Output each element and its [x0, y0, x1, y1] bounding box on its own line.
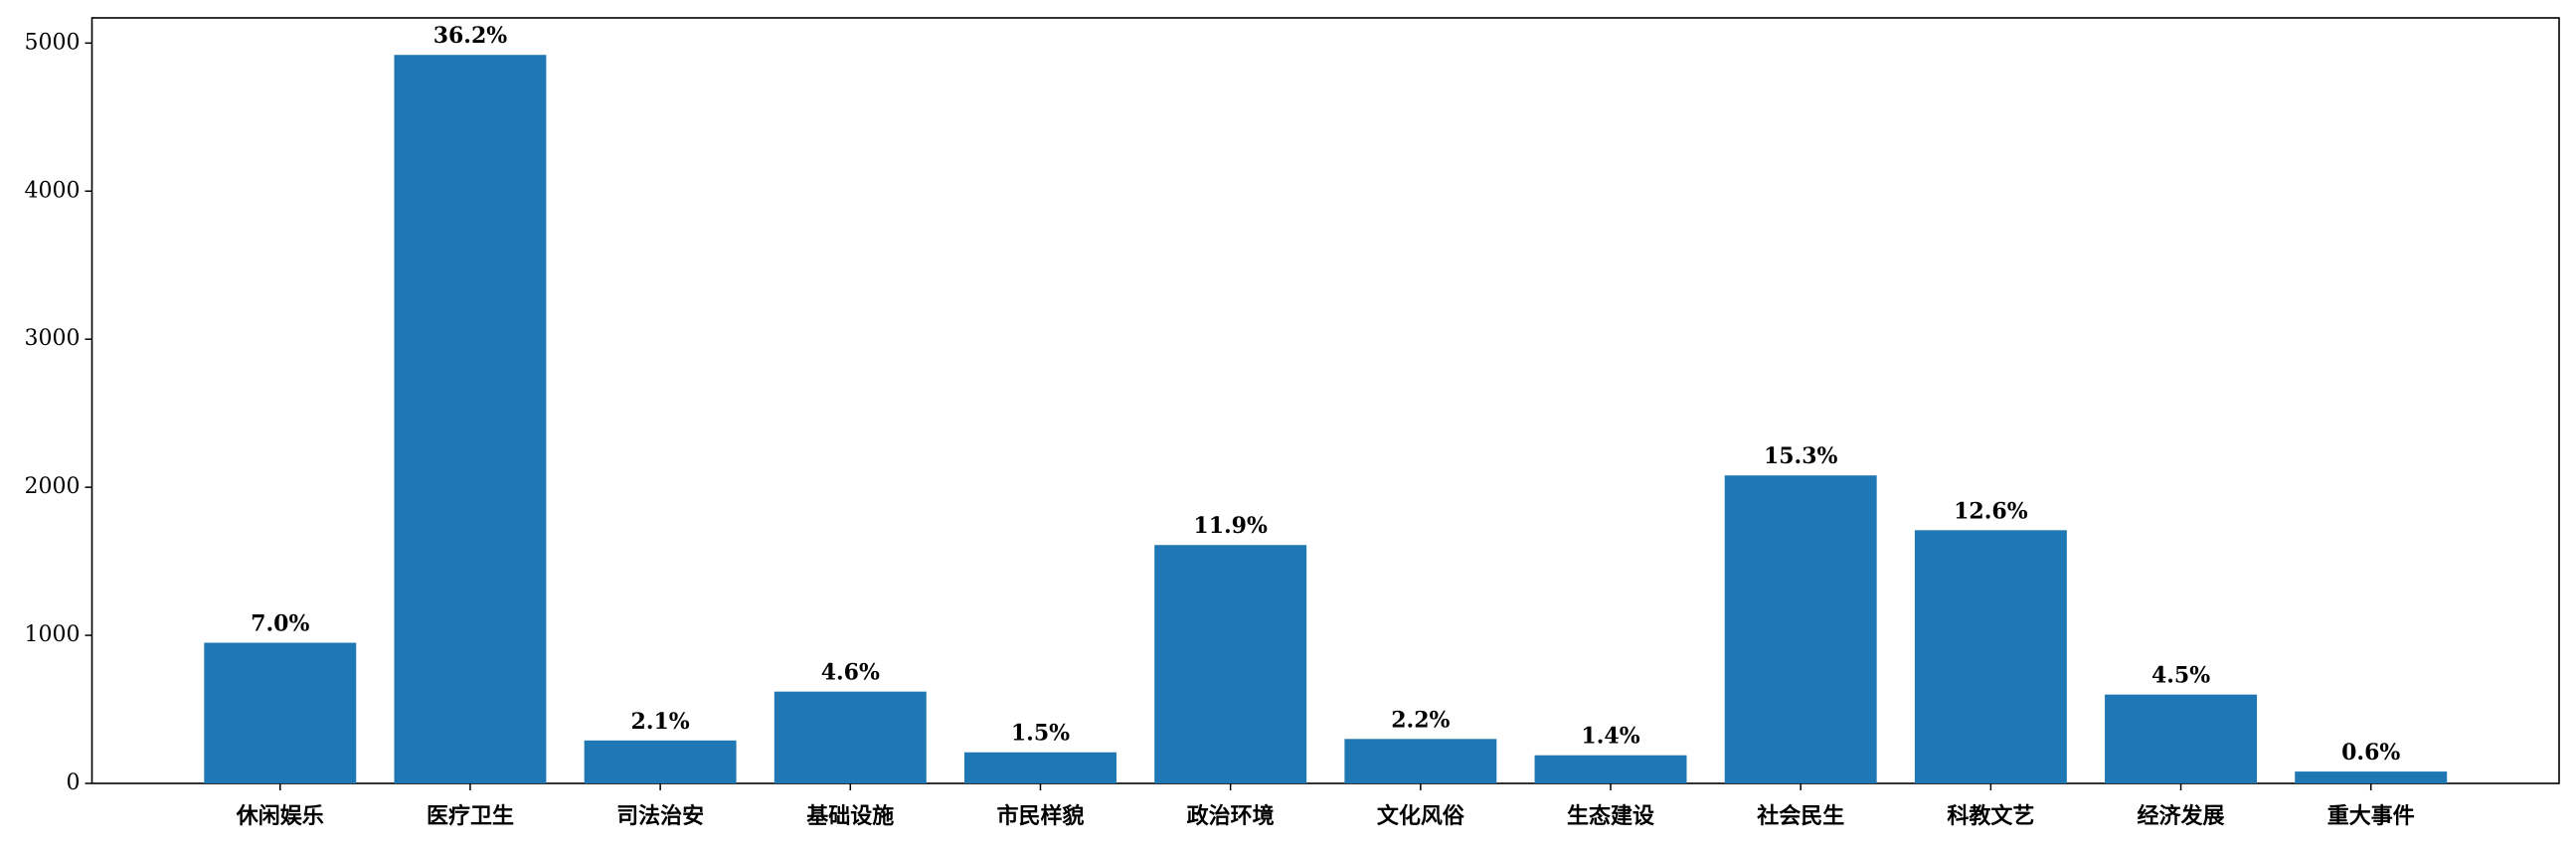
- data-label: 7.0%: [251, 611, 309, 637]
- y-tick-label: 5000: [25, 30, 81, 55]
- data-label: 4.6%: [821, 660, 880, 686]
- data-label: 0.6%: [2341, 740, 2400, 766]
- bar: [1534, 755, 1687, 783]
- data-label: 1.4%: [1581, 724, 1639, 750]
- bar: [584, 740, 737, 783]
- bar: [1724, 475, 1877, 783]
- data-label: 11.9%: [1193, 513, 1268, 539]
- x-tick-label: 重大事件: [2327, 803, 2415, 829]
- x-tick-label: 政治环境: [1187, 803, 1275, 829]
- bar: [1344, 739, 1497, 783]
- bar: [1154, 545, 1307, 783]
- x-tick-label: 生态建设: [1567, 803, 1654, 829]
- y-tick-label: 3000: [25, 326, 81, 351]
- bar: [204, 642, 357, 783]
- x-tick-label: 科教文艺: [1947, 803, 2034, 829]
- data-label: 2.1%: [631, 709, 690, 735]
- x-tick-label: 休闲娱乐: [236, 804, 324, 829]
- y-tick-label: 1000: [25, 622, 81, 647]
- bar: [394, 55, 547, 783]
- data-label: 2.2%: [1391, 707, 1450, 733]
- x-tick-label: 市民样貌: [996, 803, 1084, 829]
- y-tick-label: 0: [67, 770, 81, 795]
- bar: [1914, 530, 2067, 783]
- data-label: 4.5%: [2151, 663, 2210, 689]
- data-label: 36.2%: [433, 23, 508, 49]
- y-tick-label: 4000: [25, 178, 81, 203]
- plot-frame: [90, 17, 2560, 784]
- x-tick-label: 基础设施: [806, 803, 894, 829]
- data-label: 12.6%: [1954, 498, 2028, 524]
- data-label: 1.5%: [1011, 721, 1070, 747]
- y-tick-label: 2000: [25, 474, 81, 499]
- bar: [773, 691, 927, 783]
- bar: [2105, 694, 2258, 783]
- bar: [2295, 771, 2448, 783]
- bar: [964, 752, 1116, 783]
- x-tick-label: 经济发展: [2138, 803, 2225, 829]
- x-tick-label: 司法治安: [616, 803, 704, 829]
- x-tick-label: 文化风俗: [1377, 803, 1465, 829]
- x-tick-label: 医疗卫生: [427, 803, 514, 829]
- data-label: 15.3%: [1764, 443, 1838, 469]
- x-tick-label: 社会民生: [1757, 803, 1844, 829]
